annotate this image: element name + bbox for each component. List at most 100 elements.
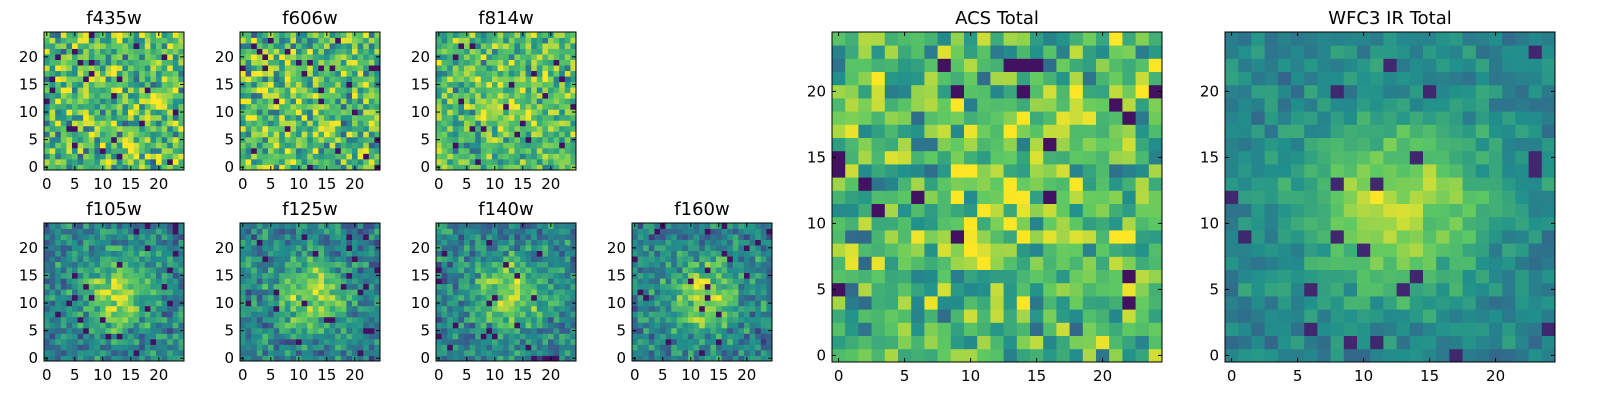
panel-title: f160w [674,199,729,220]
heatmap-cell [688,311,694,318]
heatmap-cell [83,81,90,88]
heatmap-cell [632,344,638,351]
heatmap-cell [83,256,90,263]
heatmap-cell [447,114,454,121]
heatmap-cell [172,109,179,116]
heatmap-cell [441,158,448,165]
heatmap-cell [167,289,174,296]
heatmap-cell [632,256,638,263]
heatmap-cell [55,87,62,94]
heatmap-cell [514,32,521,38]
heatmap-cell [256,349,263,356]
heatmap-cell [760,245,767,251]
heatmap-cell [732,272,739,279]
heatmap-cell [924,230,938,244]
heatmap-cell [760,311,767,318]
heatmap-cell [514,228,521,235]
heatmap-cell [447,92,454,99]
heatmap-cell [884,230,899,244]
heatmap-cell [716,278,722,285]
heatmap-cell [167,48,174,55]
heatmap-cell [531,327,538,334]
heatmap-cell [486,267,493,274]
heatmap-cell [144,43,151,49]
heatmap-cell [480,355,487,362]
heatmap-cell [441,125,448,132]
heatmap-cell [100,333,106,340]
heatmap-cell [486,234,493,240]
heatmap-cell [1043,269,1057,284]
heatmap-cell [122,322,129,329]
heatmap-cells [44,223,185,362]
heatmap-cell [492,294,498,301]
heatmap-cell [480,267,487,274]
heatmap-cell [374,250,381,257]
heatmap-cell [665,333,672,340]
heatmap-cell [144,76,151,83]
heatmap-cell [352,283,358,290]
heatmap-cell [732,311,739,318]
heatmap-cell [447,164,454,171]
heatmap-cell [150,125,157,132]
heatmap-cell [884,243,899,257]
heatmap-cell [676,267,683,274]
heatmap-cell [357,70,364,77]
heatmap-cell [536,37,543,44]
heatmap-cell [845,296,859,310]
heatmap-cell [139,87,146,94]
heatmap-cell [475,267,482,274]
heatmap-cell [1135,164,1150,178]
heatmap-cell [676,294,683,301]
heatmap-cell [520,54,526,60]
heatmap-cell [744,289,750,296]
heatmap-cell [436,261,442,268]
heatmap-cell [133,289,140,296]
heatmap-cell [318,333,325,340]
heatmap-cell [845,269,859,284]
heatmap-cell [710,322,717,329]
heatmap-cell [1122,322,1136,336]
heatmap-cell [898,296,912,310]
heatmap-cell [654,267,661,274]
heatmap-cell [548,48,554,55]
heatmap-cell [749,355,756,362]
heatmap-cell [858,256,872,270]
heatmap-cell [83,125,90,132]
heatmap-cell [273,311,280,318]
heatmap-cell [637,349,644,356]
heatmap-cell [301,234,308,240]
heatmap-cell [497,261,504,268]
heatmap-cell [536,153,543,160]
heatmap-cell [559,344,566,351]
heatmap-cell [884,177,899,191]
heatmap-cell [268,338,274,345]
heatmap-cell [1003,322,1018,336]
heatmap-cell [464,81,470,88]
heatmap-cell [452,261,459,268]
heatmap-cell [290,76,297,83]
heatmap-cell [363,81,370,88]
heatmap-cell [88,37,95,44]
heatmap-cell [688,245,694,251]
heatmap-cell [335,81,342,88]
heatmap-cell [536,234,543,240]
heatmap-cell [49,158,56,165]
heatmap-cell [256,322,263,329]
heatmap-cell [94,120,101,127]
heatmap-cell [268,278,274,285]
heatmap-cell [508,338,515,345]
heatmap-cell [49,147,56,154]
heatmap-cell [55,355,62,362]
heatmap-cell [525,316,532,323]
heatmap-cell [357,120,364,127]
heatmap-cell [637,344,644,351]
heatmap-cell [122,234,129,240]
x-tick-label: 5 [658,366,668,384]
heatmap-cell [161,70,168,77]
heatmap-cell [441,349,448,356]
heatmap-cell [693,272,700,279]
heatmap-cell [368,164,375,171]
heatmap-cell [150,245,157,251]
heatmap-cell [100,322,106,329]
heatmap-cell [296,43,302,49]
